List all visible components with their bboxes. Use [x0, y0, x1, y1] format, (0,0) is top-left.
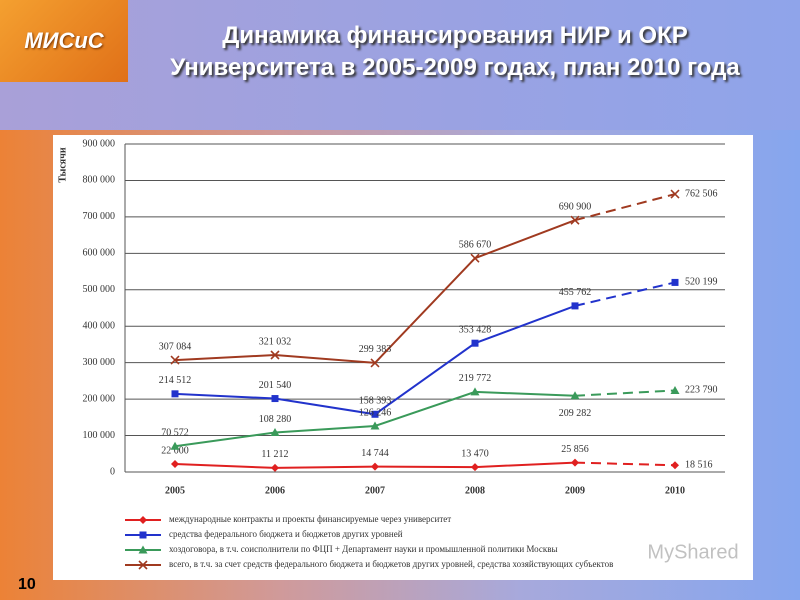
data-label: 690 900 [559, 202, 592, 213]
series-line [574, 461, 676, 467]
data-label: 11 212 [261, 449, 288, 460]
x-tick-label: 2008 [465, 485, 485, 496]
series-line [574, 389, 676, 397]
marker [570, 391, 580, 400]
marker-stroke [138, 560, 148, 570]
legend-label: средства федерального бюджета и бюджетов… [169, 529, 403, 539]
y-axis-label: Тысячи [57, 147, 68, 182]
marker-stroke [470, 253, 480, 263]
logo: МИСиС [0, 0, 128, 82]
marker [270, 350, 280, 360]
y-tick-label: 0 [110, 466, 115, 477]
marker [471, 463, 479, 472]
y-tick-label: 400 000 [83, 321, 116, 332]
data-label: 14 744 [361, 448, 389, 459]
y-tick-label: 500 000 [83, 284, 116, 295]
x-tick-label: 2005 [165, 485, 185, 496]
marker [170, 355, 180, 365]
legend-label: международные контракты и проекты финанс… [169, 514, 451, 524]
y-tick-label: 200 000 [83, 393, 116, 404]
marker [470, 387, 480, 396]
chart: Тысячи MyShared 0 100 000 200 000 300 000 40… [53, 135, 753, 580]
marker [471, 339, 479, 347]
series-line [574, 281, 676, 307]
marker [271, 463, 279, 472]
marker-stroke [670, 189, 680, 199]
chart-panel [53, 135, 753, 580]
data-label: 299 383 [359, 344, 392, 355]
series-line [574, 193, 676, 222]
slide-title: Динамика финансирования НИР и ОКР Универ… [170, 22, 740, 81]
data-label: 520 199 [685, 277, 718, 288]
data-label: 455 762 [559, 287, 592, 298]
data-label: 70 572 [161, 428, 189, 439]
data-label: 13 470 [461, 448, 489, 459]
marker [370, 421, 380, 430]
data-label: 158 393 [359, 396, 392, 407]
legend-marker [138, 545, 148, 554]
marker [170, 441, 180, 450]
legend-label: хоздоговора, в т.ч. соисполнители по ФЦП… [169, 544, 558, 554]
legend-marker [139, 516, 147, 524]
y-tick-label: 300 000 [83, 357, 116, 368]
data-label: 25 856 [561, 444, 589, 455]
marker-stroke [170, 355, 180, 365]
data-label: 353 428 [459, 324, 492, 335]
y-tick-label: 700 000 [83, 211, 116, 222]
marker [171, 459, 179, 468]
data-label: 762 506 [685, 188, 718, 199]
marker [270, 428, 280, 437]
data-label: 321 032 [259, 336, 292, 347]
marker [670, 189, 680, 199]
data-label: 126 246 [359, 407, 392, 418]
legend-marker [138, 560, 148, 570]
x-tick-label: 2010 [665, 485, 685, 496]
marker [370, 358, 380, 368]
x-tick-label: 2007 [365, 485, 385, 496]
x-tick-label: 2006 [265, 485, 285, 496]
marker [671, 278, 679, 286]
marker-stroke [570, 215, 580, 225]
data-label: 22 000 [161, 445, 189, 456]
data-label: 18 516 [685, 460, 713, 471]
watermark: MyShared [647, 541, 738, 563]
legend-label: всего, в т.ч. за счет средств федерально… [169, 559, 613, 569]
data-label: 201 540 [259, 380, 292, 391]
y-tick-label: 100 000 [83, 430, 116, 441]
marker [570, 215, 580, 225]
data-label: 108 280 [259, 414, 292, 425]
x-tick-label: 2009 [565, 485, 585, 496]
y-tick-label: 800 000 [83, 175, 116, 186]
legend-marker [139, 531, 147, 539]
data-label: 307 084 [159, 341, 192, 352]
data-label: 223 790 [685, 385, 718, 396]
marker [571, 302, 579, 310]
marker [571, 458, 579, 467]
data-label: 586 670 [459, 239, 492, 250]
marker-stroke [270, 350, 280, 360]
marker-stroke [370, 358, 380, 368]
y-tick-label: 900 000 [83, 138, 116, 149]
slide-number: 10 [18, 576, 36, 593]
marker [171, 390, 179, 398]
y-tick-label: 600 000 [83, 248, 116, 259]
marker [371, 462, 379, 471]
header-band [0, 0, 800, 130]
marker [671, 461, 679, 470]
data-label: 209 282 [559, 408, 592, 419]
marker [271, 395, 279, 403]
marker [371, 410, 379, 418]
data-label: 219 772 [459, 373, 492, 384]
data-label: 214 512 [159, 375, 192, 386]
marker [470, 253, 480, 263]
marker [670, 385, 680, 394]
